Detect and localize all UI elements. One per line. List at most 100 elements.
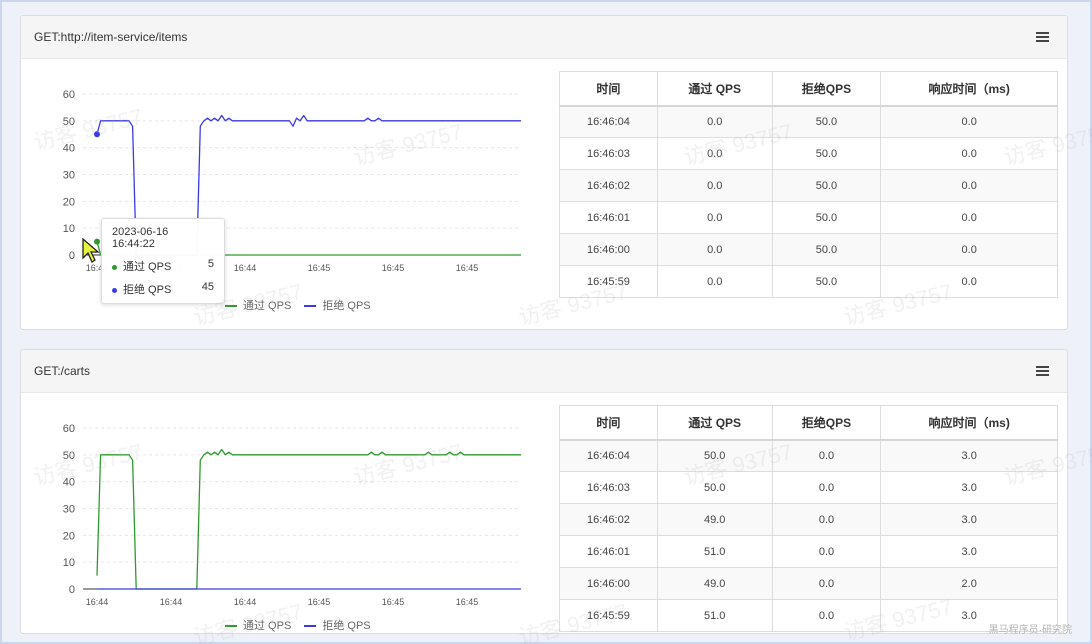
table-cell: 0.0 xyxy=(771,567,882,600)
y-tick-label: 50 xyxy=(63,116,75,128)
hamburger-menu-icon[interactable] xyxy=(1036,32,1049,43)
table-row: 16:46:02 0.0 50.0 0.0 xyxy=(559,169,1058,202)
x-tick-label: 16:45 xyxy=(308,263,331,273)
table-cell: 16:46:01 xyxy=(559,535,658,568)
y-tick-label: 0 xyxy=(69,250,75,262)
table-cell: 0.0 xyxy=(771,535,882,568)
x-tick-label: 16:45 xyxy=(456,597,479,607)
table-row: 16:46:02 49.0 0.0 3.0 xyxy=(559,503,1058,536)
table-cell: 2.0 xyxy=(880,567,1058,600)
column-header: 通过 QPS xyxy=(656,71,773,107)
legend-item-pass[interactable]: 通过 QPS xyxy=(225,617,291,633)
corner-watermark: 黑马程序员·研究院 xyxy=(988,625,1072,636)
y-tick-label: 60 xyxy=(63,423,75,435)
table-cell: 49.0 xyxy=(656,503,773,536)
table-cell: 50.0 xyxy=(656,471,773,504)
table-cell: 16:46:01 xyxy=(559,201,658,234)
table-cell: 50.0 xyxy=(771,105,882,138)
table-row: 16:46:03 50.0 0.0 3.0 xyxy=(559,471,1058,504)
table-cell: 0.0 xyxy=(880,201,1058,234)
y-tick-label: 0 xyxy=(69,584,75,596)
table-header-row: 时间 通过 QPS 拒绝QPS 响应时间（ms) xyxy=(559,405,1058,441)
table-cell: 51.0 xyxy=(656,599,773,632)
chart-legend: 通过 QPS 拒绝 QPS xyxy=(225,617,381,633)
mouse-cursor-icon xyxy=(82,238,100,263)
legend-item-reject[interactable]: 拒绝 QPS xyxy=(304,297,371,313)
table-row: 16:46:03 0.0 50.0 0.0 xyxy=(559,137,1058,170)
table-cell: 0.0 xyxy=(771,471,882,504)
hamburger-menu-icon[interactable] xyxy=(1036,366,1049,377)
y-tick-label: 10 xyxy=(63,557,75,569)
y-tick-label: 20 xyxy=(63,196,75,208)
tooltip-row-reject: 拒绝 QPS 45 xyxy=(112,281,214,297)
y-tick-label: 40 xyxy=(63,143,75,155)
x-tick-label: 16:45 xyxy=(456,263,479,273)
table-row: 16:45:59 51.0 0.0 3.0 xyxy=(559,599,1058,632)
table-cell: 49.0 xyxy=(656,567,773,600)
panel-header: GET:http://item-service/items xyxy=(21,16,1067,59)
table-cell: 3.0 xyxy=(880,471,1058,504)
chart-legend: 通过 QPS 拒绝 QPS xyxy=(225,297,381,313)
qps-chart-svg: 60 50 40 30 20 10 0 16:44 16:44 16:44 16:45 16:45 16… xyxy=(63,423,521,607)
hover-point xyxy=(94,238,100,245)
legend-item-pass[interactable]: 通过 QPS xyxy=(225,297,291,313)
table-cell: 50.0 xyxy=(771,265,882,298)
table-row: 16:46:04 0.0 50.0 0.0 xyxy=(559,105,1058,138)
x-tick-label: 16:44 xyxy=(160,597,183,607)
table-cell: 0.0 xyxy=(771,439,882,472)
table-header-row: 时间 通过 QPS 拒绝QPS 响应时间（ms) xyxy=(559,71,1058,107)
table-cell: 16:46:00 xyxy=(559,233,658,266)
x-tick-label: 16:45 xyxy=(382,597,405,607)
table-cell: 3.0 xyxy=(880,535,1058,568)
table-cell: 0.0 xyxy=(656,169,773,202)
table-cell: 16:45:59 xyxy=(559,265,658,298)
table-cell: 16:46:02 xyxy=(559,503,658,536)
x-tick-label: 16:44 xyxy=(86,597,109,607)
table-cell: 0.0 xyxy=(656,137,773,170)
table-row: 16:45:59 0.0 50.0 0.0 xyxy=(559,265,1058,298)
y-tick-label: 40 xyxy=(63,477,75,489)
table-cell: 0.0 xyxy=(656,105,773,138)
table-cell: 0.0 xyxy=(656,233,773,266)
chart-tooltip: 2023-06-16 16:44:22 通过 QPS 5 拒绝 QPS 45 xyxy=(101,218,225,304)
table-row: 16:46:01 0.0 50.0 0.0 xyxy=(559,201,1058,234)
table-cell: 0.0 xyxy=(771,503,882,536)
table-row: 16:46:04 50.0 0.0 3.0 xyxy=(559,439,1058,472)
table-cell: 16:46:04 xyxy=(559,105,658,138)
table-cell: 0.0 xyxy=(771,599,882,632)
table-cell: 0.0 xyxy=(656,201,773,234)
column-header: 响应时间（ms) xyxy=(880,71,1058,107)
hover-point xyxy=(94,131,100,138)
column-header: 通过 QPS xyxy=(656,405,773,441)
table-cell: 50.0 xyxy=(771,169,882,202)
table-cell: 16:46:04 xyxy=(559,439,658,472)
table-cell: 16:46:03 xyxy=(559,471,658,504)
x-tick-label: 16:45 xyxy=(308,597,331,607)
legend-pass-label: 通过 QPS xyxy=(243,620,292,632)
resource-panel-items: GET:http://item-service/items 60 50 40 30 20… xyxy=(20,15,1068,330)
table-cell: 16:46:00 xyxy=(559,567,658,600)
column-header: 拒绝QPS xyxy=(771,71,882,107)
table-cell: 16:46:02 xyxy=(559,169,658,202)
table-cell: 0.0 xyxy=(656,265,773,298)
panel-title: GET:http://item-service/items xyxy=(34,30,188,44)
y-tick-label: 60 xyxy=(63,89,75,101)
metrics-table: 时间 通过 QPS 拒绝QPS 响应时间（ms) 16:46:04 50.0 0.0 3.0 1… xyxy=(559,405,1058,632)
tooltip-row-pass: 通过 QPS 5 xyxy=(112,258,214,274)
table-cell: 50.0 xyxy=(771,137,882,170)
tooltip-pass-value: 5 xyxy=(207,258,214,270)
legend-item-reject[interactable]: 拒绝 QPS xyxy=(304,617,371,633)
x-tick-label: 16:45 xyxy=(382,263,405,273)
column-header: 响应时间（ms) xyxy=(880,405,1058,441)
table-cell: 51.0 xyxy=(656,535,773,568)
table-cell: 0.0 xyxy=(880,233,1058,266)
table-cell: 3.0 xyxy=(880,503,1058,536)
column-header: 时间 xyxy=(559,71,658,107)
y-tick-label: 30 xyxy=(63,504,75,516)
table-cell: 3.0 xyxy=(880,599,1058,632)
y-tick-label: 50 xyxy=(63,450,75,462)
table-cell: 50.0 xyxy=(656,439,773,472)
legend-pass-label: 通过 QPS xyxy=(243,300,292,312)
metrics-table: 时间 通过 QPS 拒绝QPS 响应时间（ms) 16:46:04 0.0 50.0 0.0 1… xyxy=(559,71,1058,298)
column-header: 拒绝QPS xyxy=(771,405,882,441)
